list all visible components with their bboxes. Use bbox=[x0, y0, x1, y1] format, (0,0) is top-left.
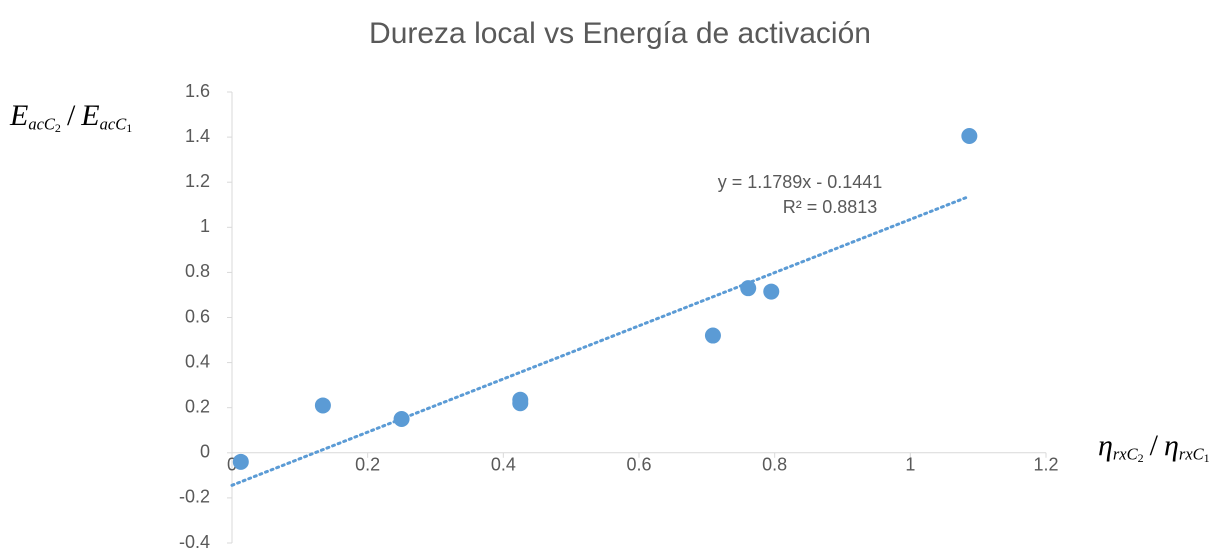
point bbox=[512, 395, 529, 412]
subscript: acC bbox=[28, 114, 56, 133]
y-tick-label: -0.2 bbox=[179, 487, 210, 507]
y-tick-label: 0.4 bbox=[185, 351, 210, 371]
sub-subscript: 2 bbox=[1138, 451, 1144, 465]
chart-title: Dureza local vs Energía de activación bbox=[369, 17, 871, 50]
symbol: E bbox=[9, 99, 28, 132]
sub-subscript: 1 bbox=[1204, 451, 1210, 465]
trendline bbox=[230, 194, 971, 487]
x-tick-label: 0.4 bbox=[491, 455, 516, 475]
separator: / bbox=[67, 99, 76, 132]
trend-r2: R² = 0.8813 bbox=[783, 197, 878, 217]
y-tick-label: 0 bbox=[200, 442, 210, 462]
point bbox=[740, 280, 757, 297]
subscript: rxC bbox=[1113, 444, 1139, 463]
x-tick-label: 0 bbox=[227, 455, 237, 475]
subscript: acC bbox=[100, 114, 128, 133]
subscript: rxC bbox=[1179, 444, 1205, 463]
x-tick-label: 1.2 bbox=[1033, 455, 1058, 475]
y-tick-label: 1.6 bbox=[185, 81, 210, 101]
spacer bbox=[1210, 429, 1216, 462]
point bbox=[763, 283, 780, 300]
symbol: η bbox=[1164, 429, 1179, 462]
x-axis-label: ηrxC2 / ηrxC1 bbox=[1098, 429, 1216, 465]
y-tick-label: -0.4 bbox=[179, 532, 210, 552]
point bbox=[232, 453, 249, 470]
x-tick-label: 0.8 bbox=[762, 455, 787, 475]
x-tick-label: 0.2 bbox=[355, 455, 380, 475]
y-tick-label: 0.6 bbox=[185, 306, 210, 326]
symbol: η bbox=[1098, 429, 1113, 462]
y-tick-label: 0.8 bbox=[185, 261, 210, 281]
y-tick-label: 1.4 bbox=[185, 126, 210, 146]
separator: / bbox=[1150, 429, 1159, 462]
sub-subscript: 1 bbox=[126, 121, 132, 135]
y-tick-label: 0.2 bbox=[185, 396, 210, 416]
trend-equation: y = 1.1789x - 0.1441 bbox=[718, 172, 883, 192]
x-tick-label: 1 bbox=[905, 455, 915, 475]
point bbox=[314, 397, 331, 414]
symbol: E bbox=[80, 99, 99, 132]
point bbox=[961, 127, 978, 144]
y-tick-label: 1.2 bbox=[185, 171, 210, 191]
point bbox=[393, 410, 410, 427]
x-tick-label: 0.6 bbox=[626, 455, 651, 475]
y-axis-label: EacC2 / EacC1 bbox=[9, 99, 138, 135]
spacer bbox=[132, 99, 138, 132]
point bbox=[704, 327, 721, 344]
sub-subscript: 2 bbox=[55, 121, 61, 135]
y-tick-label: 1 bbox=[200, 216, 210, 236]
